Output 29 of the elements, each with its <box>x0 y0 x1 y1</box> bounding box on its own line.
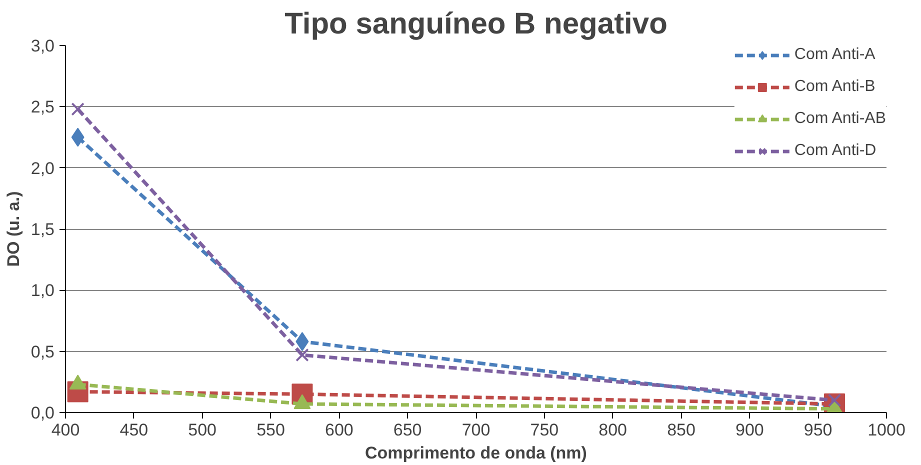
x-tick-label: 400 <box>51 420 80 440</box>
chart-title: Tipo sanguíneo B negativo <box>284 8 668 40</box>
x-tick-label: 950 <box>804 420 832 440</box>
x-tick-label: 800 <box>598 420 628 440</box>
x-tick-label: 550 <box>256 420 285 440</box>
y-tick-label: 2,5 <box>30 98 55 117</box>
legend-label: Com Anti-D <box>794 142 876 160</box>
legend-label: Com Anti-A <box>794 46 876 64</box>
x-tick-label: 700 <box>462 420 490 440</box>
x-tick-label: 650 <box>393 420 422 440</box>
x-axis-title: Comprimento de onda (nm) <box>365 444 587 462</box>
x-tick-label: 450 <box>120 420 148 440</box>
y-tick-label: 1,0 <box>30 281 55 300</box>
x-tick-label: 850 <box>667 420 696 440</box>
legend-label: Com Anti-B <box>794 78 876 96</box>
point <box>71 102 84 116</box>
y-tick-label: 3,0 <box>30 36 55 56</box>
y-tick-label: 2,0 <box>30 158 55 178</box>
y-tick-label: 0,0 <box>30 404 55 422</box>
x-tick-label: 750 <box>530 420 559 440</box>
point <box>296 348 309 362</box>
y-tick-label: 1,5 <box>30 220 55 239</box>
y-axis-title: DO (u. a.) <box>4 191 23 267</box>
y-tick-label: 0,5 <box>30 342 55 362</box>
x-tick-label: 1000 <box>868 420 906 440</box>
x-tick-label: 900 <box>735 420 764 440</box>
x-tick-label: 600 <box>324 420 354 440</box>
x-tick-label: 500 <box>188 420 217 440</box>
legend-label: Com Anti-AB <box>794 110 886 128</box>
